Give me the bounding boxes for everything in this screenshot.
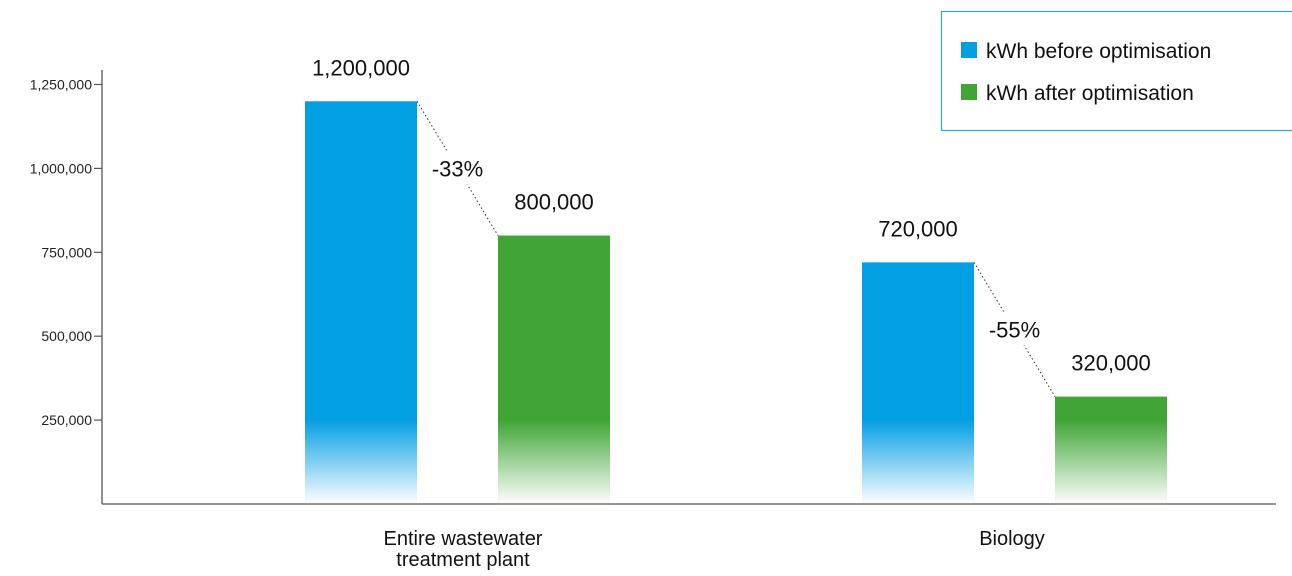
x-category-label: Entire wastewater	[384, 528, 543, 550]
value-label: 800,000	[514, 190, 594, 215]
value-label: 320,000	[1071, 351, 1151, 376]
bars	[305, 101, 1167, 502]
change-label-bg	[423, 150, 492, 185]
x-category-label: Biology	[979, 528, 1045, 550]
change-label: -55%	[989, 317, 1040, 342]
y-tick-label: 250,000	[41, 412, 92, 428]
legend-swatch	[961, 42, 977, 58]
legend-box	[940, 10, 1292, 132]
legend-entry: kWh before optimisation	[986, 40, 1211, 63]
bar-before	[862, 262, 974, 502]
y-tick-label: 1,250,000	[30, 77, 92, 93]
change-label: -33%	[432, 156, 483, 181]
legend-swatch	[961, 84, 977, 100]
legend: kWh before optimisation kWh after optimis…	[940, 10, 1292, 132]
change-label-bg	[980, 311, 1049, 346]
bar-after	[498, 235, 610, 502]
value-label: 720,000	[878, 216, 958, 241]
value-label: 1,200,000	[312, 55, 410, 80]
axes: 250,000 500,000 750,000 1,000,000 1,250,000 E…	[30, 70, 1276, 571]
y-tick-label: 500,000	[41, 328, 92, 344]
legend-entry: kWh after optimisation	[986, 82, 1194, 105]
bar-after	[1055, 396, 1167, 502]
y-tick-label: 750,000	[41, 244, 92, 260]
annotations: 1,200,000 800,000 -33% 720,000 320,000 -55%	[312, 55, 1151, 397]
x-category-label: treatment plant	[396, 549, 530, 571]
y-tick-label: 1,000,000	[30, 160, 92, 176]
bar-before	[305, 101, 417, 502]
